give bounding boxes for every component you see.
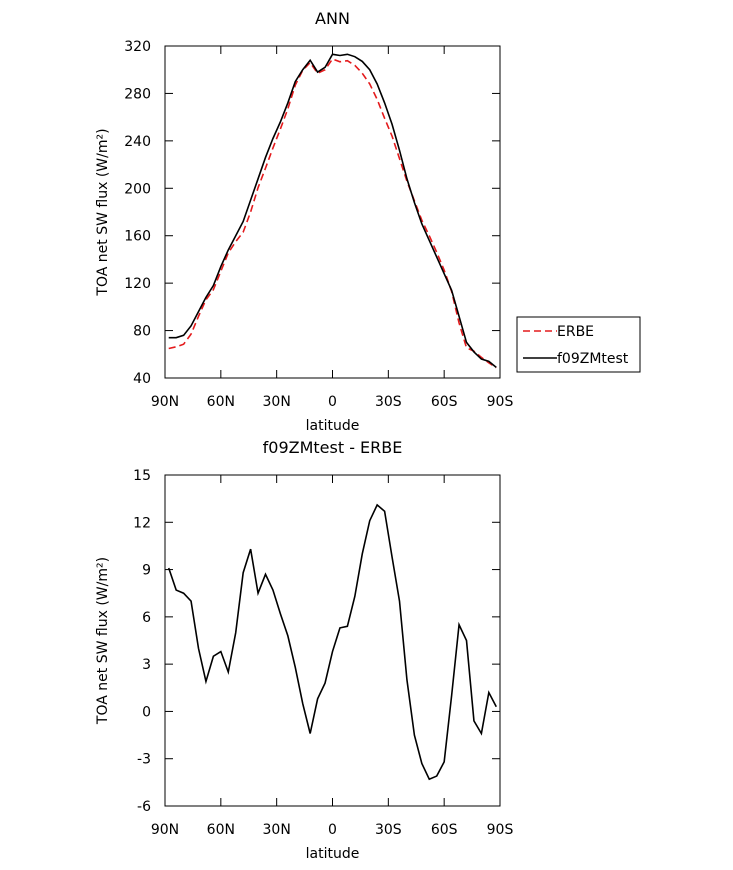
- x-tick-label: 60S: [431, 822, 458, 838]
- chart-title: f09ZMtest - ERBE: [263, 438, 403, 457]
- x-tick-label: 90S: [487, 822, 514, 838]
- x-tick-label: 30S: [375, 394, 402, 410]
- x-tick-label: 0: [328, 822, 337, 838]
- x-tick-label: 60N: [207, 394, 235, 410]
- y-tick-label: 200: [124, 181, 151, 197]
- x-tick-label: 90S: [487, 394, 514, 410]
- y-tick-label: 40: [133, 371, 151, 387]
- y-tick-label: -6: [137, 799, 151, 815]
- data-line: [168, 53, 497, 368]
- y-tick-label: -3: [137, 752, 151, 768]
- legend-label: f09ZMtest: [557, 351, 629, 367]
- y-tick-label: 3: [142, 657, 151, 673]
- y-tick-label: 12: [133, 515, 151, 531]
- x-tick-label: 30N: [263, 394, 291, 410]
- x-tick-label: 0: [328, 394, 337, 410]
- x-tick-label: 60S: [431, 394, 458, 410]
- y-tick-label: 280: [124, 86, 151, 102]
- x-tick-label: 90N: [151, 394, 179, 410]
- x-axis-label: latitude: [306, 418, 360, 434]
- y-axis-label: TOA net SW flux (W/m²): [95, 128, 111, 296]
- legend-box: [516, 316, 641, 373]
- plot-frame: [164, 474, 501, 807]
- y-tick-label: 120: [124, 276, 151, 292]
- y-tick-label: 320: [124, 39, 151, 55]
- y-tick-label: 9: [142, 563, 151, 579]
- plot-frame: [164, 45, 501, 379]
- data-line: [168, 58, 497, 369]
- x-tick-label: 30S: [375, 822, 402, 838]
- x-tick-label: 30N: [263, 822, 291, 838]
- x-tick-label: 90N: [151, 822, 179, 838]
- data-line: [167, 503, 497, 781]
- y-tick-label: 15: [133, 468, 151, 484]
- y-tick-label: 160: [124, 229, 151, 245]
- y-tick-label: 0: [142, 704, 151, 720]
- y-tick-label: 80: [133, 324, 151, 340]
- y-tick-label: 6: [142, 610, 151, 626]
- y-tick-label: 240: [124, 134, 151, 150]
- x-tick-label: 60N: [207, 822, 235, 838]
- legend-label: ERBE: [557, 324, 594, 340]
- chart-title: ANN: [315, 9, 350, 28]
- y-axis-label: TOA net SW flux (W/m²): [95, 557, 111, 725]
- x-axis-label: latitude: [306, 846, 360, 862]
